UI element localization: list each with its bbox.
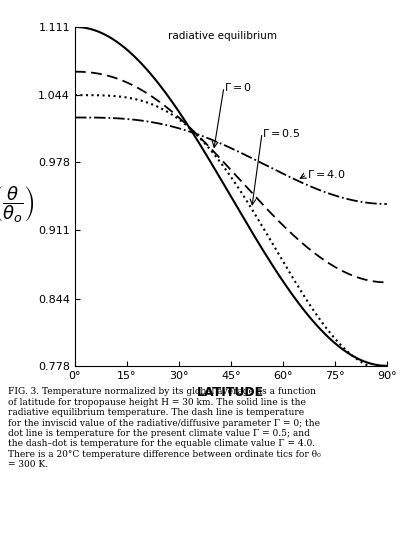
Text: $\left(\dfrac{\theta}{\theta_o}\right)$: $\left(\dfrac{\theta}{\theta_o}\right)$ bbox=[0, 184, 34, 225]
Text: $\Gamma = 0.5$: $\Gamma = 0.5$ bbox=[262, 127, 300, 139]
Text: $\Gamma = 0$: $\Gamma = 0$ bbox=[224, 81, 252, 93]
Text: $\Gamma = 4.0$: $\Gamma = 4.0$ bbox=[307, 168, 346, 180]
Text: FIG. 3. Temperature normalized by its global average as a function
of latitude f: FIG. 3. Temperature normalized by its gl… bbox=[8, 387, 321, 469]
X-axis label: LATITUDE: LATITUDE bbox=[197, 386, 265, 399]
Text: radiative equilibrium: radiative equilibrium bbox=[168, 31, 277, 41]
